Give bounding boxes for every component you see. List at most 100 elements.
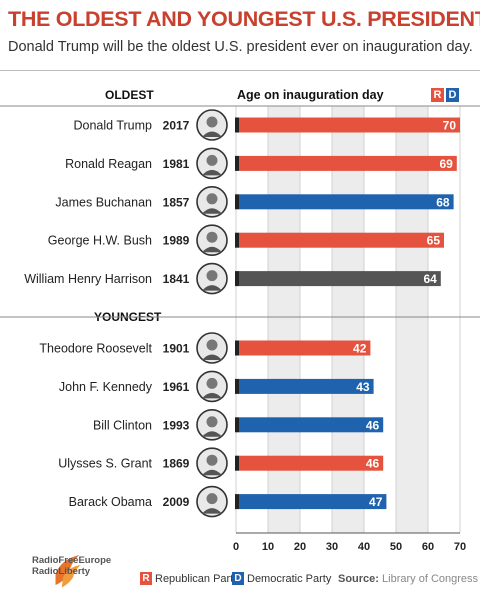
logo-line-2: RadioLiberty — [32, 566, 91, 577]
bar-value-label: 70 — [443, 119, 457, 133]
inauguration-year: 1901 — [163, 342, 190, 356]
portrait-head — [206, 493, 218, 505]
president-name: John F. Kennedy — [59, 380, 153, 394]
grid-band — [428, 106, 460, 533]
bar-start-marker — [235, 232, 239, 248]
portrait-head — [206, 454, 218, 466]
portrait-icon — [196, 224, 228, 256]
bar-value-label: 47 — [369, 495, 383, 509]
source-text: Library of Congress — [382, 573, 479, 585]
bar-value-label: 42 — [353, 342, 367, 356]
inauguration-year: 2009 — [163, 495, 190, 509]
portrait-body — [202, 131, 222, 137]
bar-start-marker — [235, 494, 239, 510]
bar — [239, 117, 460, 133]
legend-label-republican: Republican Party — [155, 573, 239, 585]
legend-republican: R Republican Party — [140, 572, 239, 586]
president-name: Barack Obama — [69, 495, 152, 509]
inauguration-year: 1857 — [163, 195, 190, 209]
bar — [239, 155, 457, 171]
bar-start-marker — [235, 340, 239, 356]
bar-value-label: 65 — [427, 234, 441, 248]
inauguration-year: 1841 — [163, 272, 190, 286]
president-name: Donald Trump — [73, 119, 152, 133]
source-label: Source: — [338, 573, 379, 585]
portrait-icon — [196, 447, 228, 480]
bar — [239, 340, 371, 356]
portrait-icon — [196, 186, 228, 218]
section-label-oldest: OLDEST — [105, 88, 154, 102]
president-name: Theodore Roosevelt — [39, 342, 152, 356]
inauguration-year: 1869 — [163, 457, 190, 471]
portrait-head — [206, 339, 218, 351]
portrait-head — [206, 154, 218, 166]
legend-swatch-republican: R — [140, 572, 152, 585]
chart-title: THE OLDEST AND YOUNGEST U.S. PRESIDENTS — [8, 7, 480, 31]
rferl-logo-text: RadioFreeEurope RadioLiberty — [32, 555, 111, 577]
president-name: Ronald Reagan — [65, 157, 152, 171]
x-tick-label: 70 — [454, 541, 466, 553]
x-tick-label: 40 — [358, 541, 370, 553]
inauguration-year: 1993 — [163, 418, 190, 432]
party-key-republican: R — [431, 88, 444, 102]
portrait-head — [206, 270, 218, 282]
portrait-body — [202, 508, 222, 514]
legend-democratic: D Democratic Party — [232, 572, 331, 586]
bar — [239, 417, 384, 433]
portrait-icon — [196, 408, 228, 441]
portrait-head — [206, 377, 218, 389]
x-tick-label: 20 — [294, 541, 306, 553]
bar-start-marker — [235, 455, 239, 471]
bar-start-marker — [235, 194, 239, 210]
bar-value-label: 68 — [436, 195, 450, 209]
rferl-logo-icon — [55, 555, 81, 588]
bar-value-label: 64 — [423, 272, 437, 286]
bar — [239, 232, 444, 248]
x-tick-label: 0 — [233, 541, 239, 553]
portrait-head — [206, 231, 218, 243]
portrait-body — [202, 354, 222, 360]
president-name: George H.W. Bush — [48, 234, 152, 248]
bar-start-marker — [235, 271, 239, 287]
portrait-head — [206, 116, 218, 128]
grid-band — [396, 106, 428, 533]
bar — [239, 271, 441, 287]
president-name: Bill Clinton — [93, 418, 152, 432]
bar — [239, 194, 454, 210]
axis-title: Age on inauguration day — [237, 88, 384, 102]
portrait-icon — [196, 370, 228, 403]
portrait-body — [202, 285, 222, 291]
portrait-body — [202, 392, 222, 399]
x-tick-label: 50 — [390, 541, 402, 553]
bar — [239, 455, 384, 471]
portrait-body — [202, 246, 222, 253]
logo-line-1: RadioFreeEurope — [32, 555, 112, 566]
bar — [239, 494, 387, 510]
x-tick-label: 30 — [326, 541, 338, 553]
bar — [239, 378, 374, 394]
portrait-body — [202, 431, 222, 437]
source-note: Source: Library of Congress — [338, 572, 478, 586]
president-name: James Buchanan — [55, 195, 152, 209]
president-name: William Henry Harrison — [24, 272, 152, 286]
portrait-body — [202, 169, 222, 176]
portrait-body — [202, 469, 222, 476]
portrait-icon — [196, 147, 228, 180]
portrait-icon — [196, 109, 228, 141]
title-divider — [0, 70, 480, 71]
bar-value-label: 46 — [366, 418, 380, 432]
inauguration-year: 1981 — [163, 157, 190, 171]
portrait-head — [206, 193, 218, 205]
x-tick-label: 60 — [422, 541, 434, 553]
portrait-icon — [196, 485, 228, 518]
bar-start-marker — [235, 417, 239, 433]
inauguration-year: 1989 — [163, 234, 190, 248]
president-name: Ulysses S. Grant — [58, 457, 152, 471]
chart-subtitle: Donald Trump will be the oldest U.S. pre… — [8, 39, 473, 55]
inauguration-year: 1961 — [163, 380, 190, 394]
x-tick-label: 10 — [262, 541, 274, 553]
portrait-head — [206, 416, 218, 428]
inauguration-year: 2017 — [163, 119, 190, 133]
bar-value-label: 43 — [356, 380, 370, 394]
